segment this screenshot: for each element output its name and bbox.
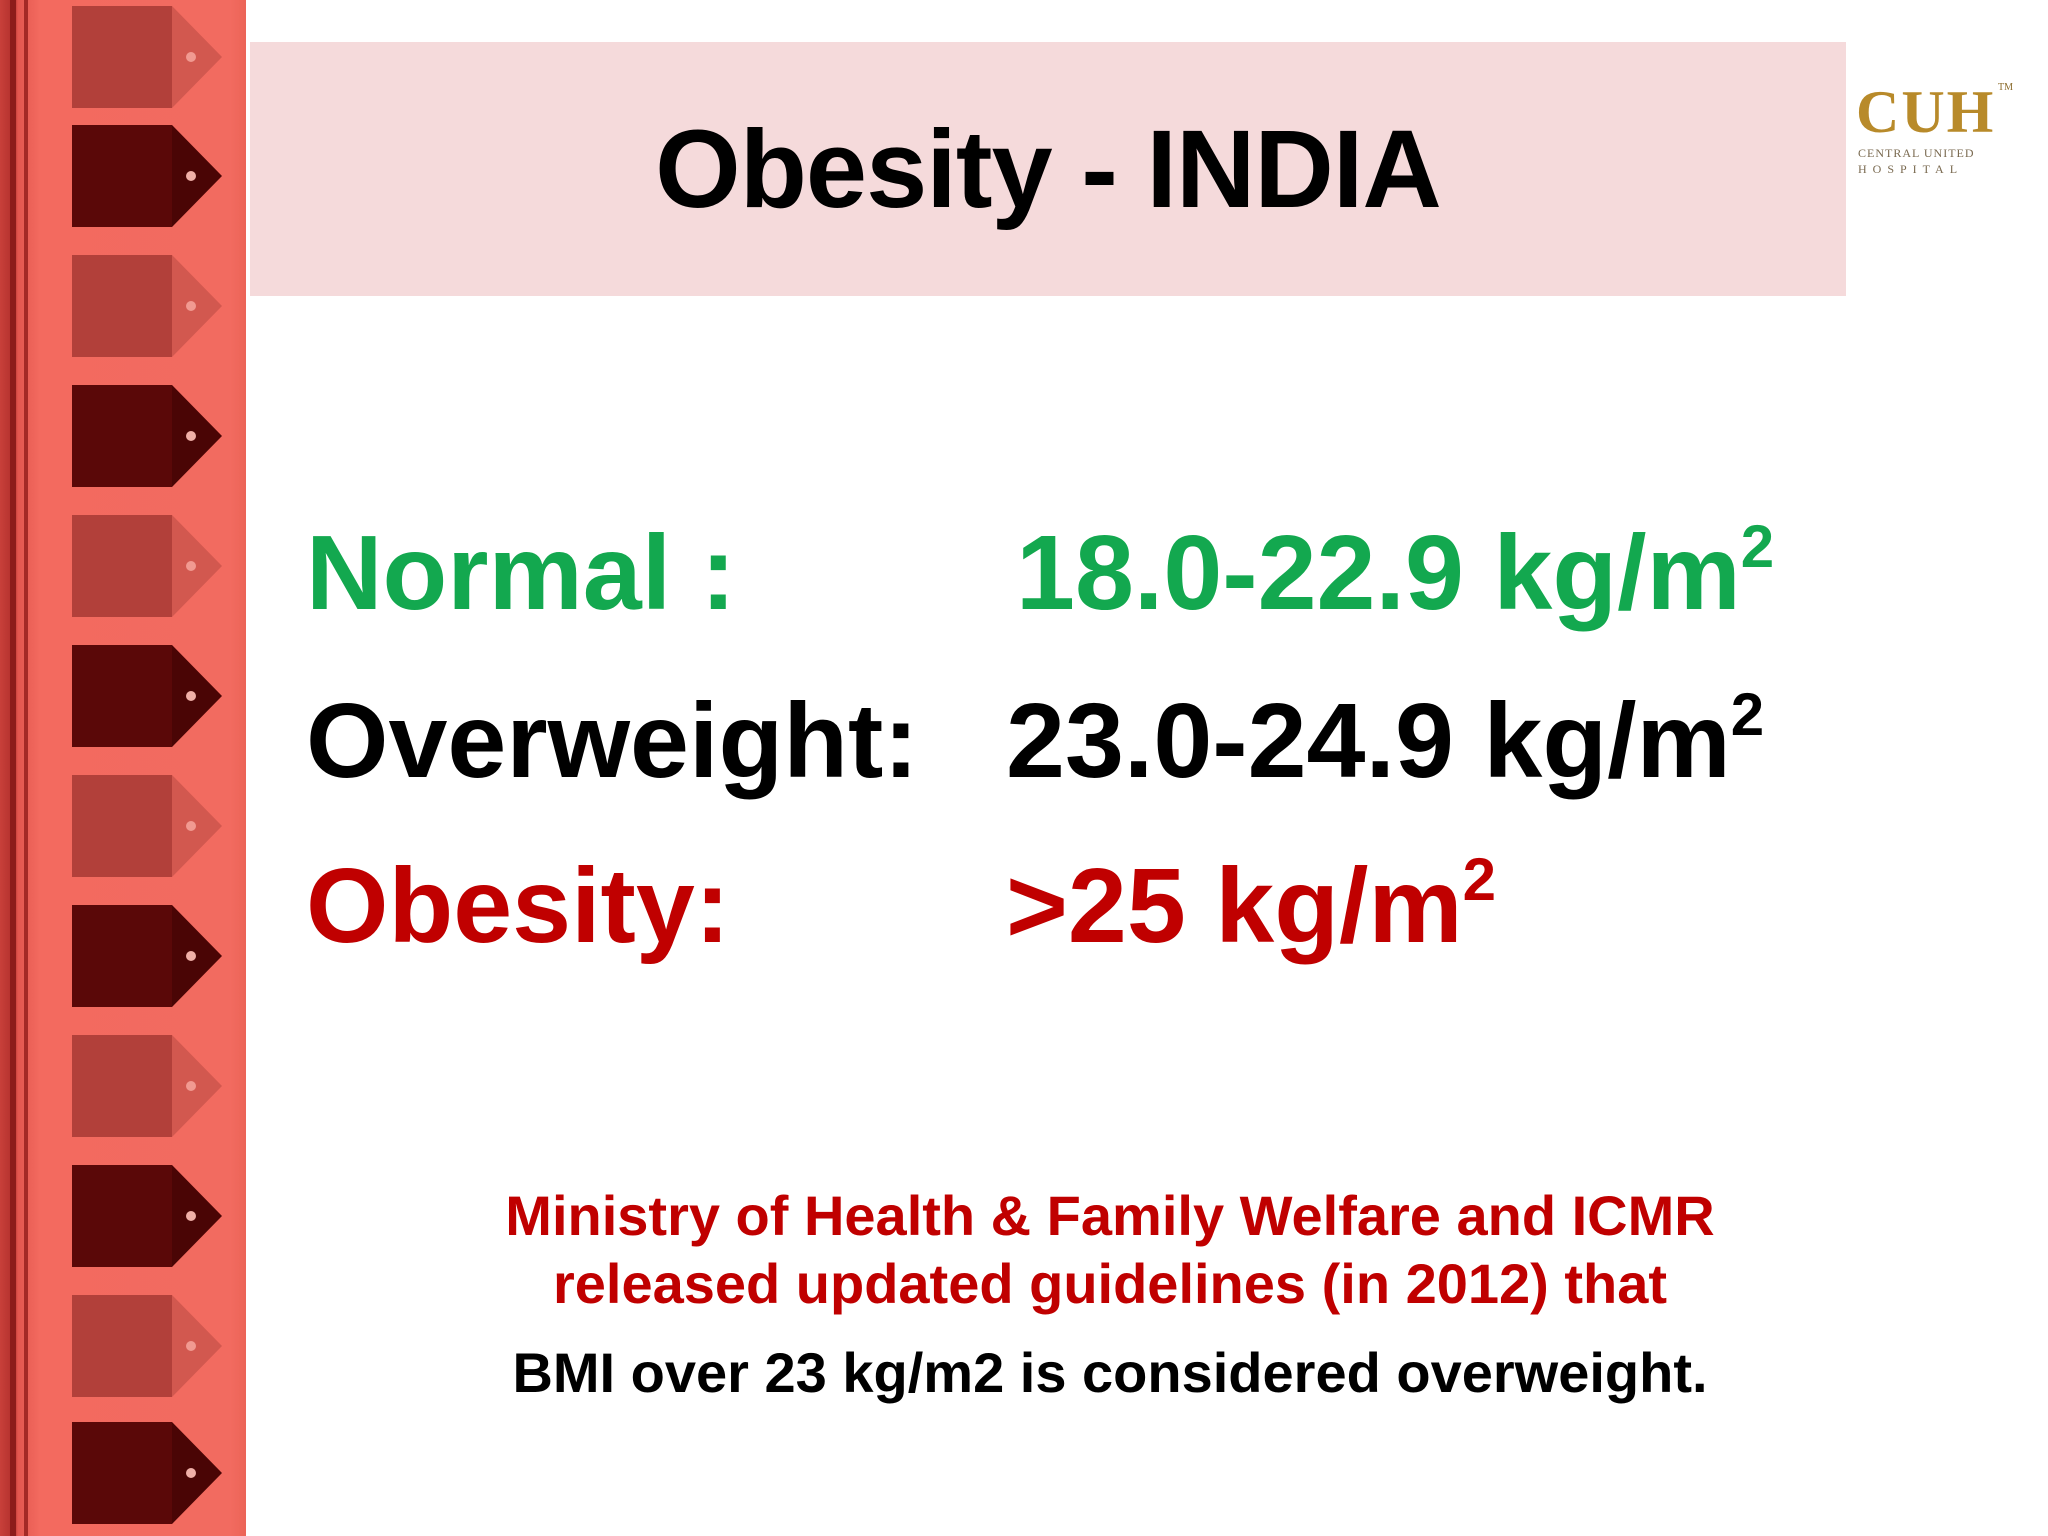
arrow-tab-icon (72, 645, 222, 747)
hospital-logo: CUH TM CENTRAL UNITED HOSPITAL (1848, 78, 2013, 178)
arrow-tab-icon (72, 1295, 222, 1397)
bmi-unit-superscript: 2 (1740, 513, 1775, 580)
arrow-tab-icon (72, 1035, 222, 1137)
bmi-unit-superscript: 2 (1730, 681, 1765, 748)
bmi-value: 18.0-22.9 kg/m2 (1016, 513, 1775, 632)
arrow-tab-icon (72, 515, 222, 617)
arrow-tab-icon (72, 385, 222, 487)
arrow-tab-icon (72, 255, 222, 357)
bmi-label: Normal : (306, 514, 736, 632)
strip-rail-inner (24, 0, 28, 1536)
arrow-tab-icon (72, 775, 222, 877)
logo-line1: CENTRAL UNITED (1858, 146, 1975, 160)
strip-rail (10, 0, 16, 1536)
logo-mark: CUH (1856, 79, 1996, 145)
slide-title: Obesity - INDIA (655, 107, 1442, 231)
arrow-tab-icon (72, 125, 222, 227)
arrow-tab-icon (72, 1165, 222, 1267)
decorative-side-strip (0, 0, 246, 1536)
bmi-unit-superscript: 2 (1462, 846, 1497, 913)
bmi-value: >25 kg/m2 (1006, 846, 1497, 965)
bmi-value: 23.0-24.9 kg/m2 (1006, 681, 1765, 800)
arrow-tab-icon (72, 905, 222, 1007)
bmi-label: Overweight: (306, 682, 919, 800)
logo-trademark: TM (1998, 82, 2013, 93)
guideline-note-line2: released updated guidelines (in 2012) th… (552, 1252, 1668, 1315)
logo-line2: HOSPITAL (1858, 162, 1964, 176)
guideline-note-line3: BMI over 23 kg/m2 is considered overweig… (512, 1341, 1708, 1404)
bmi-label: Obesity: (306, 847, 731, 965)
arrow-tab-icon (72, 1422, 222, 1524)
arrow-tab-icon (72, 6, 222, 108)
guideline-note-line1: Ministry of Health & Family Welfare and … (505, 1184, 1715, 1247)
title-banner: Obesity - INDIA (250, 42, 1846, 296)
